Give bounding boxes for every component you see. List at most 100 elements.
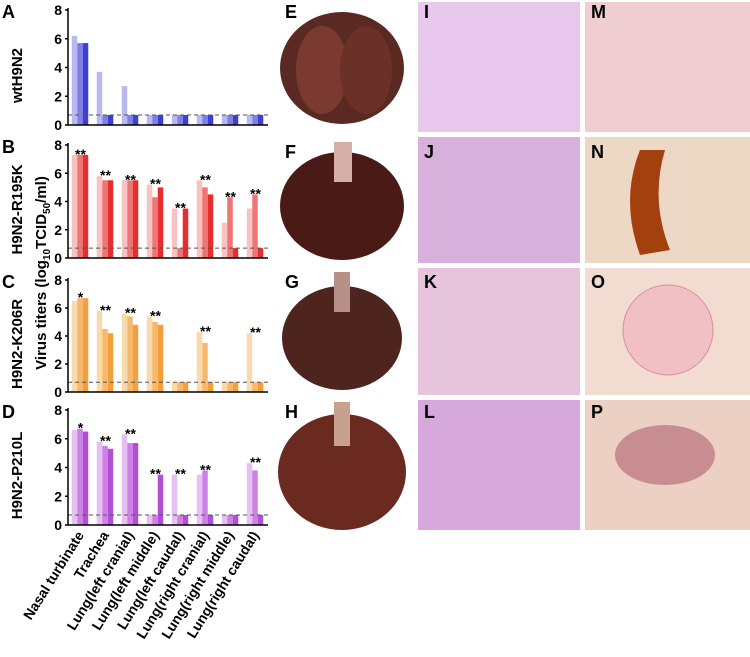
panel-letter: M [591, 2, 606, 22]
bar [171, 208, 178, 258]
significance: ** [200, 461, 211, 477]
bar [227, 114, 233, 125]
y-axis-label-part: 50 [42, 202, 53, 214]
bar [77, 154, 83, 258]
y-axis-label-part: TCID [33, 214, 50, 249]
y-tick-label: 4 [54, 460, 62, 476]
bar [77, 428, 83, 525]
bar [152, 197, 158, 258]
bar [82, 431, 89, 525]
y-tick-label: 4 [54, 60, 62, 76]
y-tick-label: 2 [54, 222, 62, 238]
bar [246, 463, 253, 525]
lung-photo [280, 152, 404, 260]
panel-letter: H [285, 402, 298, 422]
significance: ** [100, 302, 111, 318]
bar [252, 470, 258, 525]
lung-photo [282, 286, 402, 390]
significance: ** [225, 188, 236, 204]
bar [77, 298, 83, 392]
bar [146, 316, 153, 392]
bar [171, 114, 178, 125]
y-tick-label: 8 [54, 2, 62, 18]
bar [221, 382, 228, 392]
bar [202, 187, 208, 258]
bar [146, 184, 153, 258]
lung-lobe [340, 26, 392, 114]
bar [177, 514, 183, 525]
bar [71, 301, 78, 392]
significance: ** [125, 171, 136, 187]
bar [82, 154, 89, 258]
bar [196, 180, 203, 258]
y-tick-label: 6 [54, 31, 62, 47]
panel-letter: A [2, 2, 15, 22]
bar [232, 114, 239, 125]
bar [152, 322, 158, 392]
significance: ** [150, 176, 161, 192]
bar [207, 194, 214, 258]
bar [71, 154, 78, 258]
bar [227, 382, 233, 392]
bar [246, 208, 253, 258]
significance: ** [150, 307, 161, 323]
bar [171, 382, 178, 392]
bar [71, 430, 78, 525]
bar [171, 474, 178, 525]
bar [127, 316, 133, 392]
bar [107, 448, 114, 525]
bar [196, 114, 203, 125]
significance: ** [250, 185, 261, 201]
significance: ** [200, 323, 211, 339]
bar [257, 248, 264, 258]
bar [71, 35, 78, 125]
y-axis-label-part: /ml) [33, 176, 50, 203]
bar [157, 187, 164, 258]
bar [102, 329, 108, 392]
significance: ** [100, 167, 111, 183]
panel-letter: L [424, 402, 435, 422]
y-tick-label: 6 [54, 165, 62, 181]
image-panels [272, 2, 750, 530]
bar [152, 114, 158, 125]
significance: ** [175, 466, 186, 482]
y-tick-label: 8 [54, 402, 62, 418]
bar [132, 443, 139, 525]
panel-letter: O [591, 272, 605, 292]
trachea [334, 272, 350, 312]
bar [102, 445, 108, 525]
panel-letter: I [424, 2, 429, 22]
bar [182, 114, 189, 125]
significance: ** [200, 171, 211, 187]
y-tick-label: 8 [54, 272, 62, 288]
bar [132, 324, 139, 392]
bar [96, 441, 103, 525]
bar [207, 114, 214, 125]
bar [77, 43, 83, 125]
row-label: H9N2-P210L [9, 432, 26, 520]
bar [252, 114, 258, 125]
y-tick-label: 2 [54, 88, 62, 104]
y-tick-label: 6 [54, 300, 62, 316]
bar [127, 180, 133, 258]
y-tick-label: 2 [54, 356, 62, 372]
y-axis-label-part: 10 [42, 249, 53, 261]
bar [121, 313, 128, 392]
significance: ** [125, 305, 136, 321]
bar [107, 114, 114, 125]
bar [202, 470, 208, 525]
y-axis-label: Virus titers (log10TCID50/ml) [33, 176, 53, 370]
bar [221, 514, 228, 525]
bar [132, 114, 139, 125]
bar [207, 514, 214, 525]
bar [146, 114, 153, 125]
y-tick-label: 6 [54, 431, 62, 447]
bar [182, 208, 189, 258]
panel-letter: D [2, 402, 15, 422]
bar [157, 114, 164, 125]
bar [196, 474, 203, 525]
trachea [334, 142, 352, 182]
row-label: H9N2-K206R [9, 299, 26, 389]
significance: * [78, 289, 84, 305]
bronchus [622, 284, 714, 376]
